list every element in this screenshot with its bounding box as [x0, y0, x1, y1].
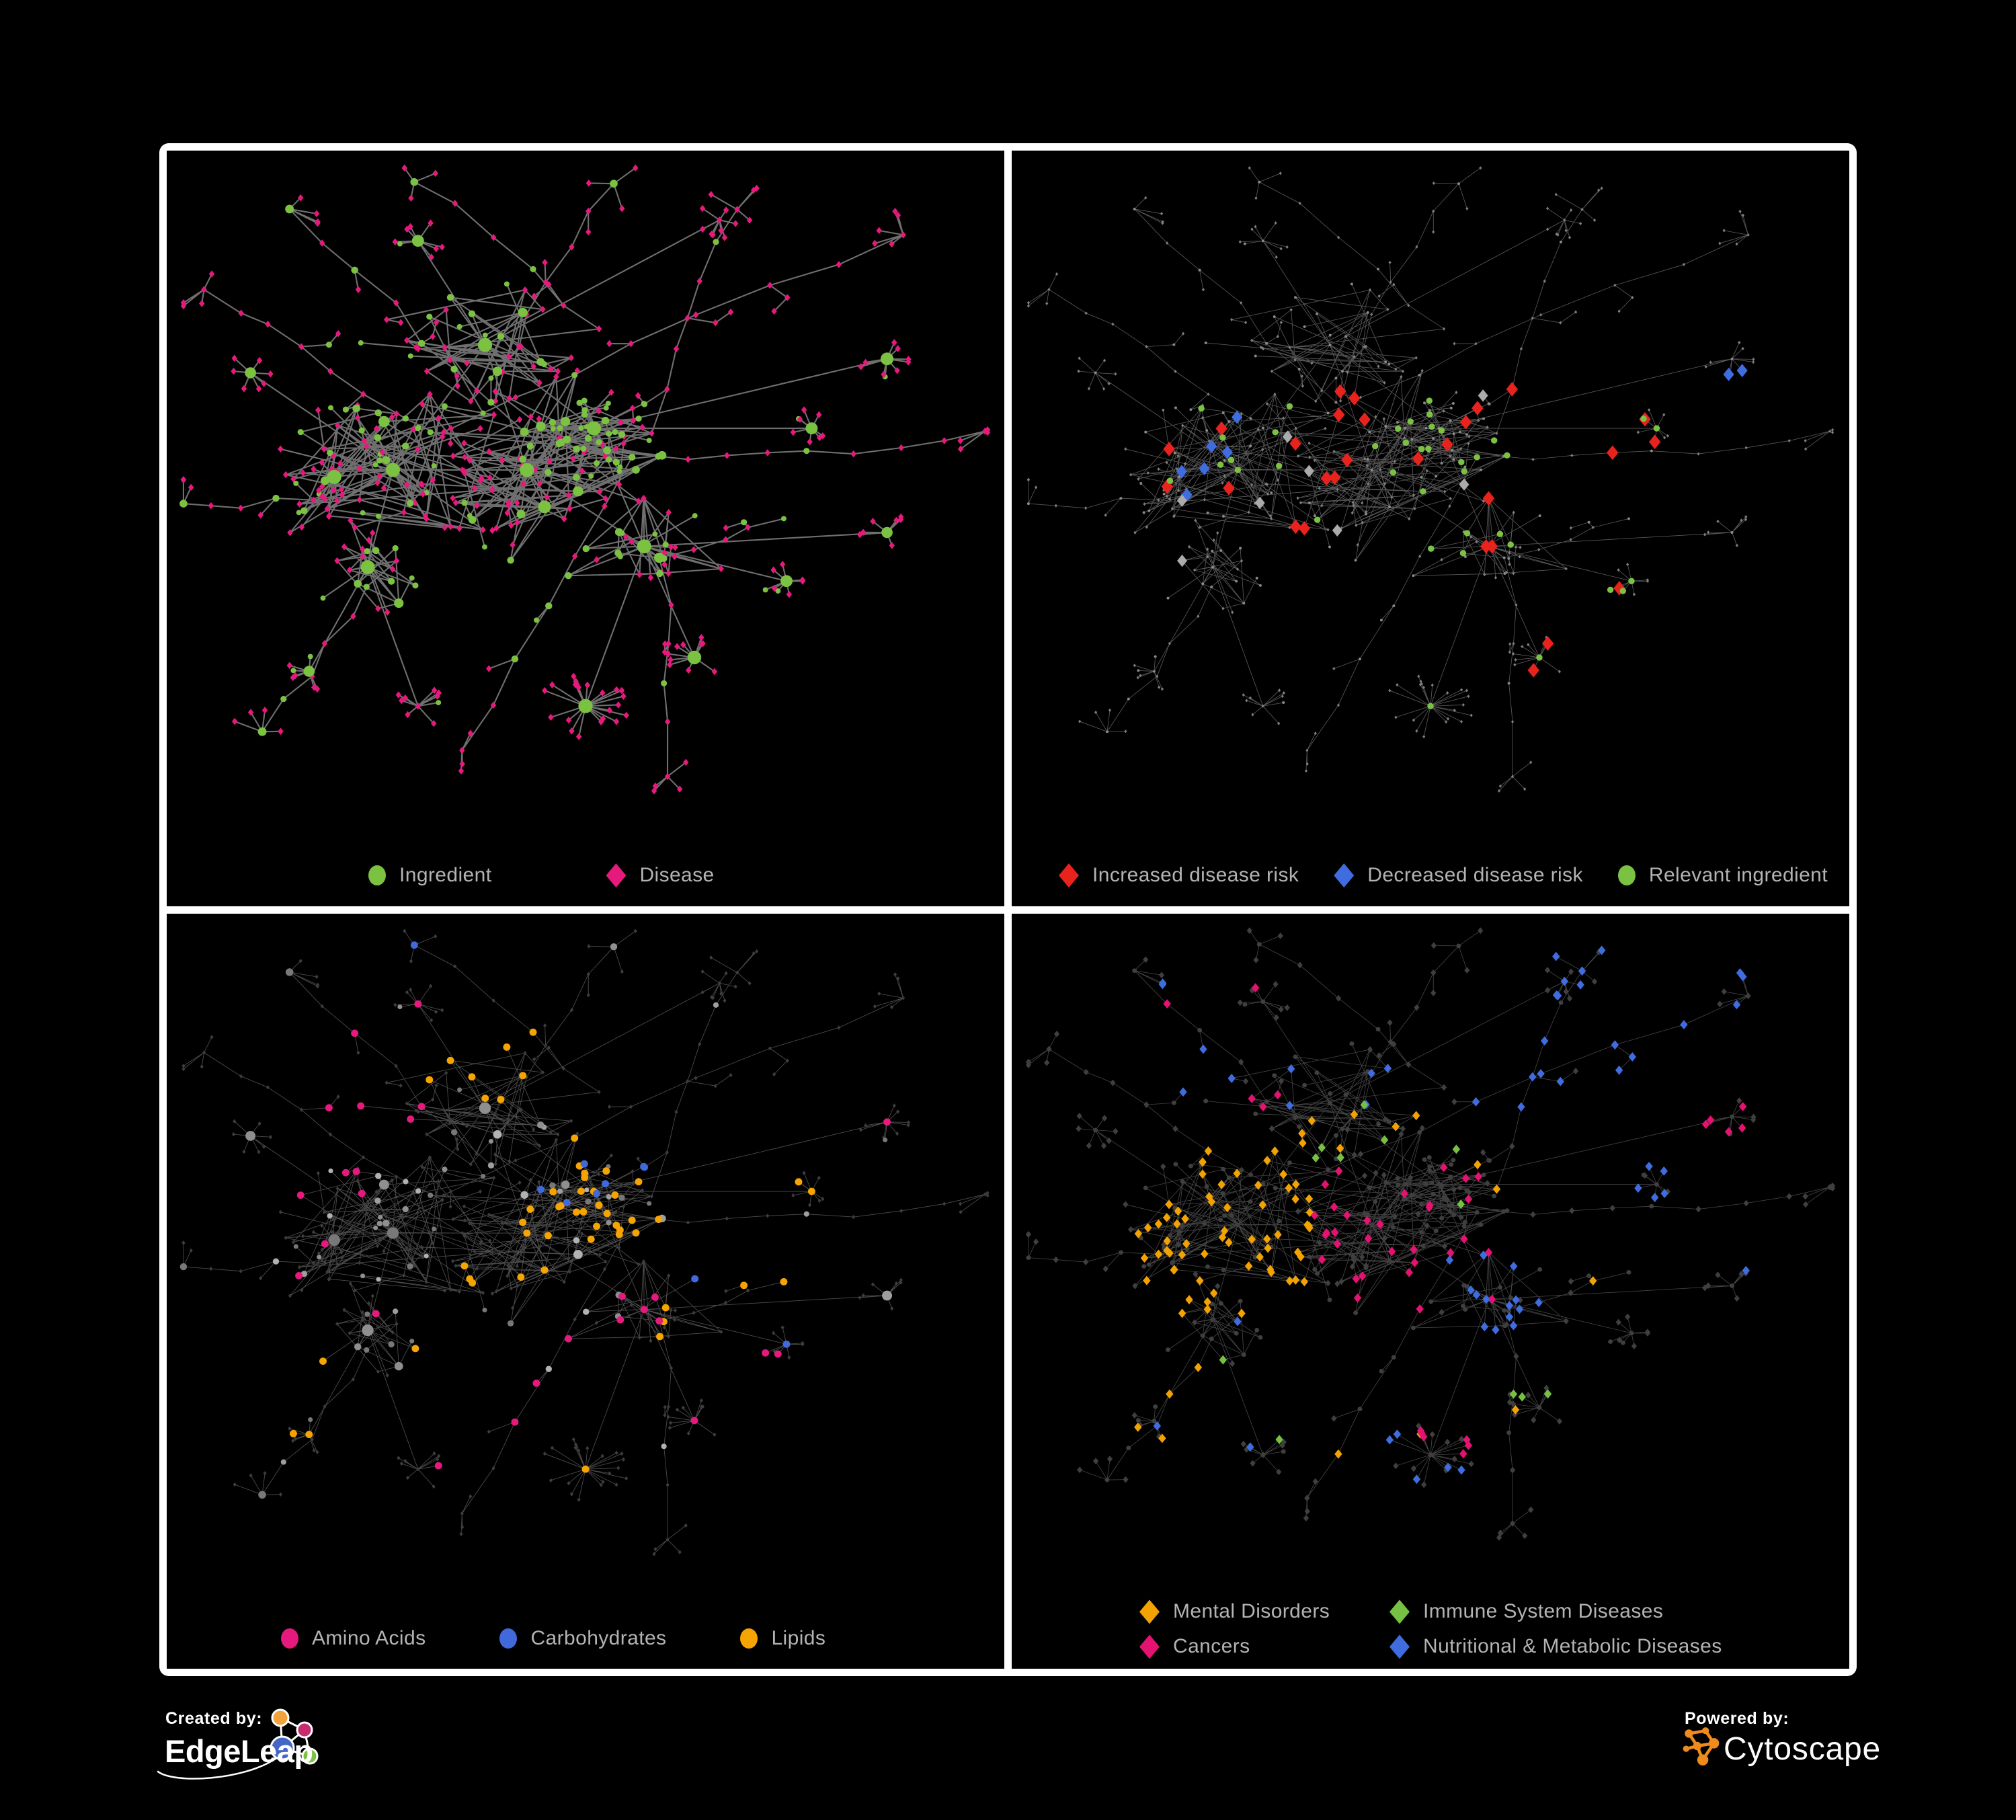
legend-label: Lipids	[771, 1626, 826, 1649]
edgeleap-node-pink	[296, 1721, 313, 1739]
legend-label: Decreased disease risk	[1367, 864, 1583, 887]
circle-swatch	[740, 1628, 758, 1649]
diamond-swatch	[1059, 863, 1079, 888]
legend-item-cancers: Cancers	[1139, 1634, 1389, 1659]
legend-item-increased-disease-risk: Increased disease risk	[1059, 863, 1299, 888]
edgeleap-swoosh	[157, 1756, 279, 1780]
network-disease-classes	[1025, 926, 1836, 1541]
circle-swatch	[368, 865, 386, 886]
legend-item-lipids: Lipids	[740, 1627, 825, 1650]
edgeleap-node-orange	[271, 1708, 290, 1727]
legend-label: Carbohydrates	[530, 1626, 667, 1649]
edgeleap-logo-icon	[157, 1708, 319, 1780]
panel-ingredient-disease: Ingredient Disease	[167, 151, 1004, 906]
legend-item-carbohydrates: Carbohydrates	[499, 1627, 666, 1650]
network-ingredient-disease	[179, 164, 991, 795]
edgeleap-wordmark: EdgeLeap	[165, 1733, 313, 1769]
network-ingredient-classes	[179, 928, 990, 1556]
edgeleap-node-blue	[270, 1735, 295, 1761]
cytoscape-graph-nodes	[1683, 1727, 1720, 1766]
diamond-swatch	[1389, 1599, 1410, 1624]
legend-label: Amino Acids	[312, 1626, 426, 1649]
circle-swatch	[281, 1628, 298, 1649]
legend-label: Disease	[639, 864, 715, 887]
legend-label: Immune System Diseases	[1423, 1600, 1664, 1623]
panel-grid: Ingredient Disease Increased disease risk…	[159, 143, 1857, 1676]
legend-item-ingredient: Ingredient	[368, 864, 491, 887]
legend-disease-risk: Increased disease risk Decreased disease …	[1012, 845, 1849, 906]
created-by-label: Created by:	[165, 1709, 263, 1728]
cytoscape-logo-icon	[1683, 1727, 1720, 1766]
legend-ingredient-disease: Ingredient Disease	[167, 845, 1004, 906]
legend-disease-classes: Mental Disorders Immune System Diseases Ca…	[1012, 1590, 1849, 1669]
panel-disease-risk: Increased disease risk Decreased disease …	[1012, 151, 1849, 906]
circle-swatch	[1617, 865, 1636, 886]
panel-ingredient-classes: Amino Acids Carbohydrates Lipids	[167, 913, 1004, 1669]
legend-label: Nutritional & Metabolic Diseases	[1423, 1635, 1722, 1658]
legend-item-amino-acids: Amino Acids	[281, 1627, 426, 1650]
edgeleap-node-green	[301, 1747, 319, 1765]
diamond-swatch	[1334, 863, 1355, 888]
legend-item-mental-disorders: Mental Disorders	[1139, 1599, 1389, 1624]
legend-label: Ingredient	[399, 864, 492, 887]
legend-label: Mental Disorders	[1173, 1600, 1330, 1623]
legend-item-decreased-disease-risk: Decreased disease risk	[1334, 863, 1583, 888]
cytoscape-wordmark: Cytoscape	[1724, 1731, 1881, 1767]
legend-item-disease: Disease	[606, 863, 715, 888]
powered-by-label: Powered by:	[1685, 1709, 1789, 1728]
panel-disease-classes: Mental Disorders Immune System Diseases Ca…	[1012, 913, 1849, 1669]
legend-label: Relevant ingredient	[1648, 864, 1828, 887]
diamond-swatch	[1139, 1634, 1160, 1659]
legend-label: Increased disease risk	[1092, 864, 1299, 887]
diamond-swatch	[606, 863, 627, 888]
legend-item-immune-system-diseases: Immune System Diseases	[1389, 1599, 1849, 1624]
legend-label: Cancers	[1173, 1635, 1250, 1658]
legend-ingredient-classes: Amino Acids Carbohydrates Lipids	[167, 1608, 1004, 1669]
diamond-swatch	[1139, 1599, 1160, 1624]
network-disease-risk	[1026, 166, 1834, 793]
legend-item-relevant-ingredient: Relevant ingredient	[1617, 864, 1828, 887]
legend-item-nutritional-metabolic-diseases: Nutritional & Metabolic Diseases	[1389, 1634, 1849, 1659]
circle-swatch	[499, 1628, 518, 1649]
diamond-swatch	[1389, 1634, 1410, 1659]
